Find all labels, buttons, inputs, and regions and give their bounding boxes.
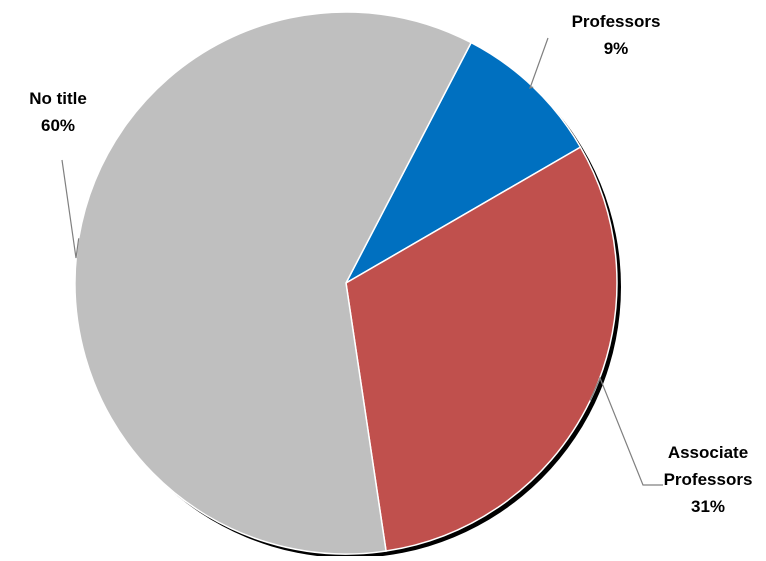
pie-slices bbox=[74, 11, 618, 555]
slice-label-no-title: No title 60% bbox=[29, 89, 87, 135]
slice-label-line: Professors bbox=[572, 12, 661, 31]
slice-label-line: No title bbox=[29, 89, 87, 108]
leader-lines bbox=[61, 37, 663, 486]
slice-label-professors: Professors 9% bbox=[572, 12, 661, 58]
leader-line-no-title bbox=[61, 159, 80, 259]
slice-label-line: 9% bbox=[604, 39, 629, 58]
slice-label-line: 31% bbox=[691, 497, 725, 516]
slice-label-line: Professors bbox=[664, 470, 753, 489]
leader-line-associate-professors bbox=[589, 376, 663, 486]
slice-label-line: 60% bbox=[41, 116, 75, 135]
slice-label-line: Associate bbox=[668, 443, 748, 462]
slice-label-associate-professors: Associate Professors 31% bbox=[664, 443, 753, 516]
leader-line-professors bbox=[529, 37, 549, 89]
slice-labels: Professors 9% Associate Professors 31% No tit… bbox=[29, 12, 752, 516]
